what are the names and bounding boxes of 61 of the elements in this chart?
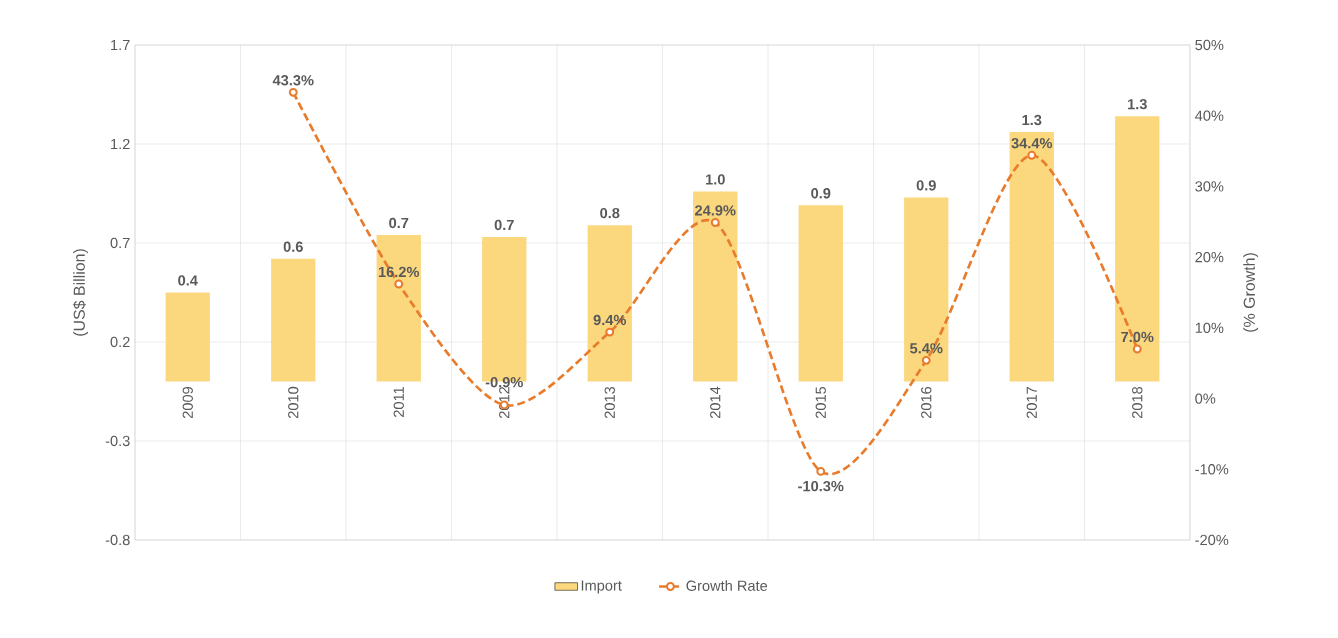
bar — [271, 258, 316, 382]
data-label: 0.7 — [389, 217, 409, 229]
x-tick-label: 2017 — [1026, 387, 1037, 419]
y-tick-label: 0.2 — [110, 336, 130, 348]
y2-tick-label: 50% — [1195, 39, 1224, 51]
bar — [693, 191, 738, 382]
x-tick-label: 2010 — [288, 386, 299, 419]
point — [288, 87, 298, 97]
data-label: 1.3 — [1128, 99, 1147, 110]
y2-axis-title: (% Growth) — [1243, 253, 1259, 332]
x-tick-label: 2014 — [710, 386, 721, 419]
data-label: 0.9 — [916, 180, 936, 191]
data-label: 5.4% — [910, 343, 943, 354]
bar — [165, 292, 210, 382]
x-tick-label: 2009 — [182, 386, 193, 419]
data-label: 24.9% — [695, 205, 736, 216]
y2-tick-label: 20% — [1195, 251, 1224, 263]
y2-tick-label: 10% — [1195, 322, 1224, 334]
bar — [1009, 132, 1054, 382]
y2-tick-label: 30% — [1195, 181, 1224, 192]
point — [1027, 150, 1037, 160]
y-tick-label: 1.7 — [111, 39, 130, 50]
x-tick-label: 2015 — [815, 386, 826, 419]
data-label: 0.6 — [283, 241, 303, 252]
data-label: 34.4% — [1011, 138, 1053, 149]
bar — [376, 235, 421, 382]
y2-tick-label: 0% — [1195, 393, 1216, 404]
data-label: 0.9 — [811, 188, 831, 199]
y-tick-label: -0.8 — [105, 534, 130, 546]
bar — [587, 225, 632, 382]
bar — [798, 205, 843, 382]
legend-label: Import — [581, 580, 622, 594]
data-label: -10.3% — [798, 480, 844, 492]
point — [605, 327, 615, 337]
data-label: 43.3% — [272, 75, 314, 86]
point — [1132, 344, 1142, 354]
data-label: 0.7 — [494, 219, 514, 231]
bar — [1115, 116, 1160, 382]
x-tick-label: 2018 — [1132, 386, 1143, 419]
data-label: 1.0 — [706, 174, 725, 185]
y2-tick-label: -10% — [1195, 464, 1229, 475]
data-label: 0.8 — [600, 207, 620, 219]
data-label: 16.2% — [378, 266, 420, 278]
y-tick-label: 1.2 — [111, 138, 130, 150]
y-tick-label: -0.3 — [105, 435, 130, 447]
point — [710, 218, 720, 227]
y2-tick-label: 40% — [1195, 110, 1224, 121]
legend-label: Growth Rate — [686, 580, 768, 591]
y2-tick-label: -20% — [1195, 534, 1229, 546]
y-tick-label: 0.7 — [110, 237, 130, 249]
data-label: 7.0% — [1121, 331, 1154, 343]
x-tick-label: 2013 — [604, 386, 615, 419]
bar — [904, 197, 949, 382]
y-axis-title: (US$ Billion) — [72, 249, 89, 336]
point — [921, 355, 931, 365]
data-label: 0.4 — [178, 275, 198, 286]
point — [394, 279, 404, 289]
point — [816, 466, 826, 476]
data-label: 1.3 — [1022, 114, 1042, 126]
x-tick-label: 2016 — [921, 386, 932, 419]
x-tick-label: 2011 — [393, 386, 404, 417]
